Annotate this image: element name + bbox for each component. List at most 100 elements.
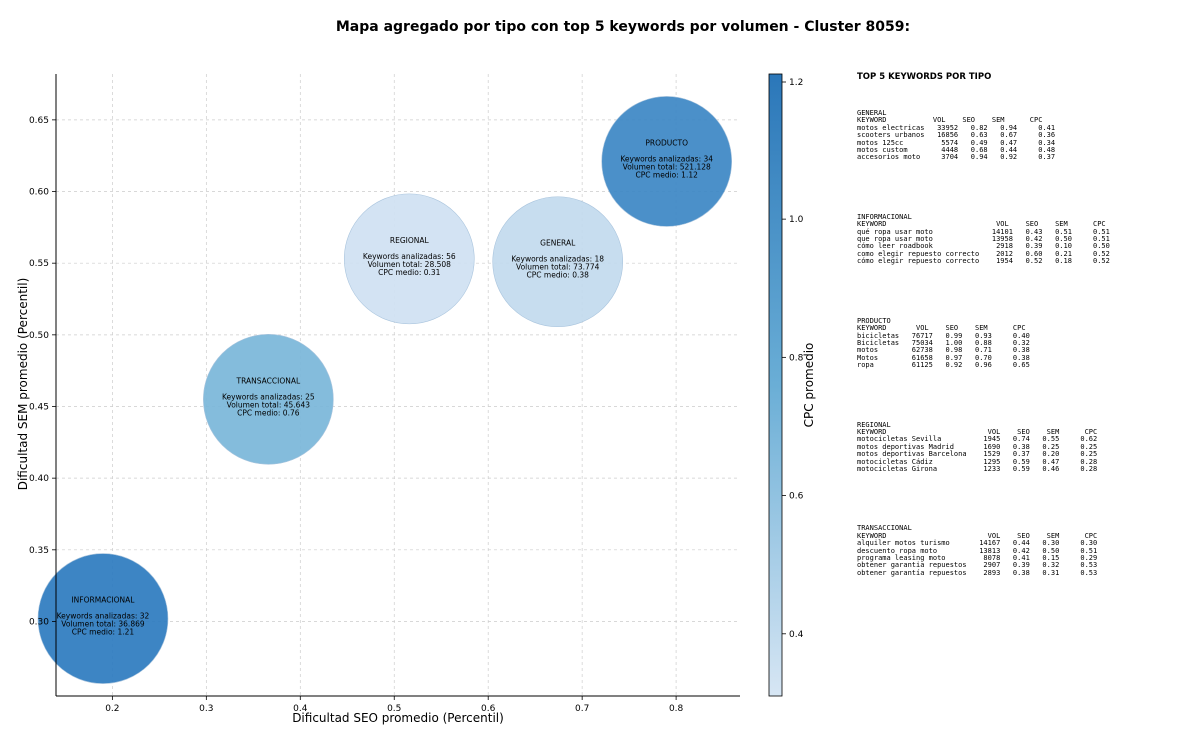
chart-title: Mapa agregado por tipo con top 5 keyword… — [336, 19, 910, 35]
bubble-circle — [492, 196, 624, 328]
keyword-line: KEYWORD VOL SEO SEM CPC — [857, 116, 1043, 125]
keyword-line: Bicicletas 75034 1.00 0.88 0.32 — [857, 338, 1030, 347]
keyword-line: PRODUCTO — [857, 316, 891, 325]
keyword-line: motos electricas 33952 0.82 0.94 0.41 — [857, 123, 1056, 132]
keyword-block: TRANSACCIONAL KEYWORD VOL SEO SEM CPC alqu… — [857, 524, 1192, 577]
colorbar-tick-label: 0.8 — [789, 353, 804, 363]
keyword-line: INFORMACIONAL — [857, 212, 912, 221]
keyword-block: PRODUCTO KEYWORD VOL SEO SEM CPC bicicleta… — [857, 316, 1192, 370]
bubble-type-label: TRANSACCIONAL — [236, 376, 301, 385]
axes: 0.2 0.3 0.4 0.5 0.6 0.7 0.8 0.30 0.35 0.40 0.45 0.5… — [29, 74, 740, 714]
bubble-volume-label: Volumen total: 36.869 — [61, 620, 145, 629]
keyword-line: motos 62738 0.98 0.71 0.38 — [857, 346, 1030, 355]
keyword-line: motos deportivas Barcelona 1529 0.37 0.2… — [857, 450, 1098, 459]
bubble-circle — [343, 193, 475, 325]
keyword-line: obtener garantía repuestos 2893 0.38 0.3… — [857, 568, 1098, 577]
y-tick-label: 0.65 — [29, 116, 49, 126]
colorbar-tick-label: 1.2 — [789, 78, 803, 88]
x-tick-label: 0.8 — [669, 704, 684, 714]
keyword-line: Motos 61658 0.97 0.70 0.38 — [857, 353, 1030, 362]
bubble-keywords-label: Keywords analizadas: 34 — [620, 154, 713, 163]
keyword-line: accesorios moto 3704 0.94 0.92 0.37 — [857, 153, 1056, 162]
top-keywords-panel: TOP 5 KEYWORDS POR TIPO GENERAL KEYWORD V… — [857, 72, 1192, 577]
x-tick-label: 0.5 — [387, 704, 401, 714]
bubble-volume-label: Volumen total: 28.508 — [368, 260, 452, 269]
bubble-cpc-label: CPC medio: 1.12 — [636, 170, 699, 179]
keyword-line: qué ropa usar moto 14101 0.43 0.51 0.51 — [857, 227, 1110, 236]
bubble-cpc-label: CPC medio: 0.76 — [237, 408, 300, 417]
keyword-line: motos deportivas Madrid 1690 0.38 0.25 0… — [857, 442, 1098, 451]
keyword-block: INFORMACIONAL KEYWORD VOL SEO SEM CPC qué … — [857, 212, 1192, 266]
bubble-keywords-label: Keywords analizadas: 25 — [222, 392, 315, 401]
keyword-block: GENERAL KEYWORD VOL SEO SEM CPC motos elec… — [857, 109, 1192, 162]
bubble-cpc-label: CPC medio: 1.21 — [72, 628, 135, 637]
keyword-line: alquiler motos turismo 14167 0.44 0.30 0… — [857, 539, 1098, 548]
y-tick-label: 0.30 — [29, 617, 49, 627]
bubble-informacional: INFORMACIONAL Keywords analizadas: 32Volu… — [37, 553, 169, 684]
bubble-keywords-label: Keywords analizadas: 56 — [363, 252, 456, 261]
keyword-line: TRANSACCIONAL — [857, 524, 912, 533]
keyword-line: REGIONAL — [857, 420, 891, 429]
keyword-line: GENERAL — [857, 109, 887, 117]
bubble-volume-label: Volumen total: 521.128 — [623, 162, 711, 171]
keyword-line: motocicletas Sevilla 1945 0.74 0.55 0.62 — [857, 435, 1098, 444]
bubble-volume-label: Volumen total: 73.774 — [516, 263, 600, 272]
x-axis-label: Dificultad SEO promedio (Percentil) — [292, 711, 504, 725]
bubble-circle — [37, 553, 169, 684]
keyword-line: cómo leer roadbook 2918 0.39 0.10 0.50 — [857, 242, 1110, 251]
bubble-volume-label: Volumen total: 45.643 — [227, 400, 311, 409]
keyword-line: programa leasing moto 8078 0.41 0.15 0.2… — [857, 554, 1098, 562]
bubble-type-label: PRODUCTO — [645, 138, 688, 147]
y-axis-label: Dificultad SEM promedio (Percentil) — [16, 278, 30, 491]
colorbar-gradient — [768, 73, 783, 697]
bubble-cpc-label: CPC medio: 0.31 — [378, 268, 441, 277]
colorbar-tick-label: 0.6 — [789, 492, 804, 502]
y-tick-label: 0.40 — [29, 474, 49, 484]
bubble-type-label: REGIONAL — [390, 236, 430, 245]
keyword-line: KEYWORD VOL SEO SEM CPC — [857, 324, 1026, 333]
y-tick-label: 0.55 — [29, 259, 49, 269]
keyword-line: obtener garantia repuestos 2907 0.39 0.3… — [857, 561, 1098, 570]
keyword-line: KEYWORD VOL SEO SEM CPC — [857, 531, 1098, 540]
keyword-line: ropa 61125 0.92 0.96 0.65 — [857, 361, 1030, 370]
keyword-line: como elegir repuesto correcto 2012 0.60 … — [857, 249, 1110, 258]
colorbar-tick-label: 1.0 — [789, 215, 804, 225]
keyword-line: KEYWORD VOL SEO SEM CPC — [857, 427, 1098, 436]
x-tick-label: 0.7 — [575, 704, 589, 714]
keyword-line: motos custom 4448 0.68 0.44 0.48 — [857, 146, 1056, 155]
keyword-block: REGIONAL KEYWORD VOL SEO SEM CPC motocicle… — [857, 420, 1192, 474]
x-tick-label: 0.2 — [105, 704, 119, 714]
colorbar-label: CPC promedio — [802, 343, 816, 428]
colorbar: 0.4 0.6 0.8 1.0 1.2 — [768, 73, 804, 697]
y-tick-label: 0.50 — [29, 331, 49, 341]
x-tick-label: 0.3 — [199, 704, 213, 714]
bubble-type-label: GENERAL — [540, 239, 576, 248]
y-tick-label: 0.45 — [29, 402, 49, 412]
keyword-line: motocicletas Cádiz 1295 0.59 0.47 0.28 — [857, 457, 1098, 466]
x-tick-label: 0.4 — [293, 704, 308, 714]
keyword-line: cómo elegir repuesto correcto 1954 0.52 … — [857, 257, 1110, 266]
keyword-line: descuento ropa moto 13813 0.42 0.50 0.51 — [857, 546, 1098, 555]
x-tick-label: 0.6 — [481, 704, 496, 714]
bubble-circle — [203, 334, 334, 465]
colorbar-tick-label: 0.4 — [789, 630, 804, 640]
bubble-circle — [601, 96, 733, 227]
keyword-line: bicicletas 76717 0.99 0.93 0.40 — [857, 331, 1030, 340]
keyword-line: motocicletas Girona 1233 0.59 0.46 0.28 — [857, 464, 1098, 473]
bubble-type-label: INFORMACIONAL — [71, 596, 135, 605]
side-panel-title: TOP 5 KEYWORDS POR TIPO — [857, 72, 992, 82]
bubble-transaccional: TRANSACCIONAL Keywords analizadas: 25Volu… — [203, 334, 334, 465]
keyword-line: KEYWORD VOL SEO SEM CPC — [857, 220, 1106, 229]
side-panel-blocks: GENERAL KEYWORD VOL SEO SEM CPC motos elec… — [857, 109, 1192, 577]
keyword-line: que ropa usar moto 13958 0.42 0.50 0.51 — [857, 235, 1110, 244]
bubble-keywords-label: Keywords analizadas: 32 — [57, 612, 150, 621]
bubble-cpc-label: CPC medio: 0.38 — [527, 271, 590, 280]
keyword-line: scooters urbanos 16856 0.63 0.67 0.36 — [857, 131, 1056, 140]
grid — [56, 74, 740, 696]
y-tick-label: 0.60 — [29, 188, 49, 198]
